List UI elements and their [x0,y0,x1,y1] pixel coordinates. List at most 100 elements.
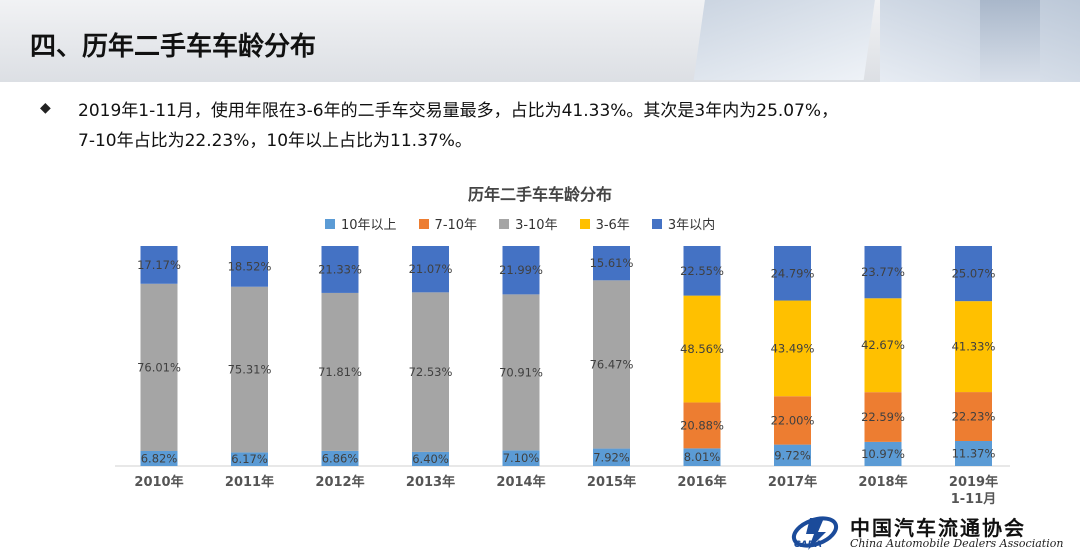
data-label: 22.59% [861,410,905,424]
cada-logo-icon [791,516,839,550]
data-label: 17.17% [137,258,181,272]
data-label: 22.23% [952,410,996,424]
data-label: 25.07% [952,267,996,281]
bar-segment [231,452,268,466]
bar-segment [140,246,178,284]
data-label: 7.10% [503,451,540,465]
legend-label: 3-10年 [515,218,558,233]
data-label: 24.79% [771,266,815,280]
data-label: 21.99% [499,263,543,277]
data-label: 6.82% [141,451,178,465]
data-label: 21.33% [318,262,362,276]
x-tick-label: 2018年 [858,474,907,490]
legend-item: 7-10年 [418,214,478,233]
bar-segment [683,295,721,403]
bar-segment [321,292,359,451]
legend-swatch [499,218,510,229]
summary-paragraph: 2019年1-11月，使用年限在3-6年的二手车交易量最多，占比为41.33%。… [78,96,1028,156]
data-label: 41.33% [952,340,996,354]
data-label: 76.01% [137,360,181,374]
bar-segment [593,280,630,449]
legend-swatch [651,218,662,229]
x-tick-label: 2015年 [587,474,636,490]
bar-segment [864,246,902,299]
x-tick-label: 2011年 [225,474,274,490]
x-tick-label: 2010年 [134,474,183,490]
x-tick-label: 2019年 [949,474,998,490]
chart-legend: 10年以上 7-10年 3-10年 3-6年 3年以内 [325,214,715,233]
data-label: 11.37% [952,446,996,460]
title-bar: 四、历年二手车车龄分布 [0,0,1080,82]
data-label: 23.77% [861,265,905,279]
bar-segment [955,301,992,393]
bar-segment [593,448,630,466]
bar-segment [864,441,902,466]
bar-segment [955,392,992,441]
chart-title: 历年二手车车龄分布 [467,185,612,204]
logo-chinese-name: 中国汽车流通协会 [850,516,1026,540]
legend-swatch [325,218,335,229]
data-label: 71.81% [318,365,362,379]
data-label: 22.00% [771,413,815,427]
data-label: 7.92% [593,450,630,464]
x-tick-label: 2017年 [768,474,817,490]
data-label: 9.72% [774,448,811,462]
data-label: 42.67% [861,338,905,352]
data-label: 18.52% [228,259,272,273]
bar-segment [140,283,178,451]
bar-segment [231,246,268,287]
bar-segment [774,300,811,397]
legend-label: 3年以内 [667,218,716,233]
legend-swatch [579,218,590,229]
bar-segment [412,292,449,452]
summary-line-1: 2019年1-11月，使用年限在3-6年的二手车交易量最多，占比为41.33%。… [78,101,839,121]
data-label: 15.61% [590,256,634,270]
bar-segment [683,246,721,296]
bar-segment [412,246,449,293]
data-label: 6.86% [322,451,359,465]
legend-item: 3-6年 [579,214,630,233]
summary-line-2: 7-10年占比为22.23%，10年以上占比为11.37%。 [78,131,472,151]
x-tick-label: 1-11月 [951,492,997,507]
bar-segment [502,246,540,295]
legend-label: 7-10年 [434,218,478,233]
bar-segment [502,450,540,466]
data-label: 75.31% [228,363,272,377]
bar-segment [502,294,540,451]
legend-label: 10年以上 [341,218,397,233]
bar-segment [774,444,811,466]
bar-segment [774,396,811,445]
data-label: 20.88% [680,418,724,432]
data-label: 8.01% [684,450,721,464]
bar-segment [955,440,992,466]
data-label: 22.55% [680,264,724,278]
data-label: 76.47% [590,357,634,371]
cada-logo: CADA 中国汽车流通协会 China Automobile Dealers A… [790,506,1070,558]
header-decoration [980,0,1040,82]
logo-abbreviation: CADA [794,540,823,550]
data-label: 6.40% [412,452,449,466]
bar-segment [412,451,449,466]
bar-segment [683,448,721,466]
data-label: 70.91% [499,365,543,379]
bar-segment [231,286,268,453]
x-tick-label: 2013年 [406,474,455,490]
legend-item: 10年以上 [325,214,397,233]
data-label: 72.53% [409,365,453,379]
bar-segment [683,402,721,449]
data-label: 43.49% [771,341,815,355]
bar-segment [864,392,902,442]
bar-segment [321,246,359,293]
bar-segment [864,298,902,393]
legend-item: 3年以内 [651,214,716,233]
x-tick-label: 2014年 [496,474,545,490]
x-tick-label: 2012年 [315,474,364,490]
x-tick-label: 2016年 [677,474,726,490]
data-label: 6.17% [231,452,268,466]
bar-segment [321,450,359,466]
bar-segment [593,246,630,281]
bar-segment [955,246,992,302]
logo-english-name: China Automobile Dealers Association [850,537,1064,550]
legend-label: 3-6年 [595,218,630,233]
data-label: 48.56% [680,342,724,356]
